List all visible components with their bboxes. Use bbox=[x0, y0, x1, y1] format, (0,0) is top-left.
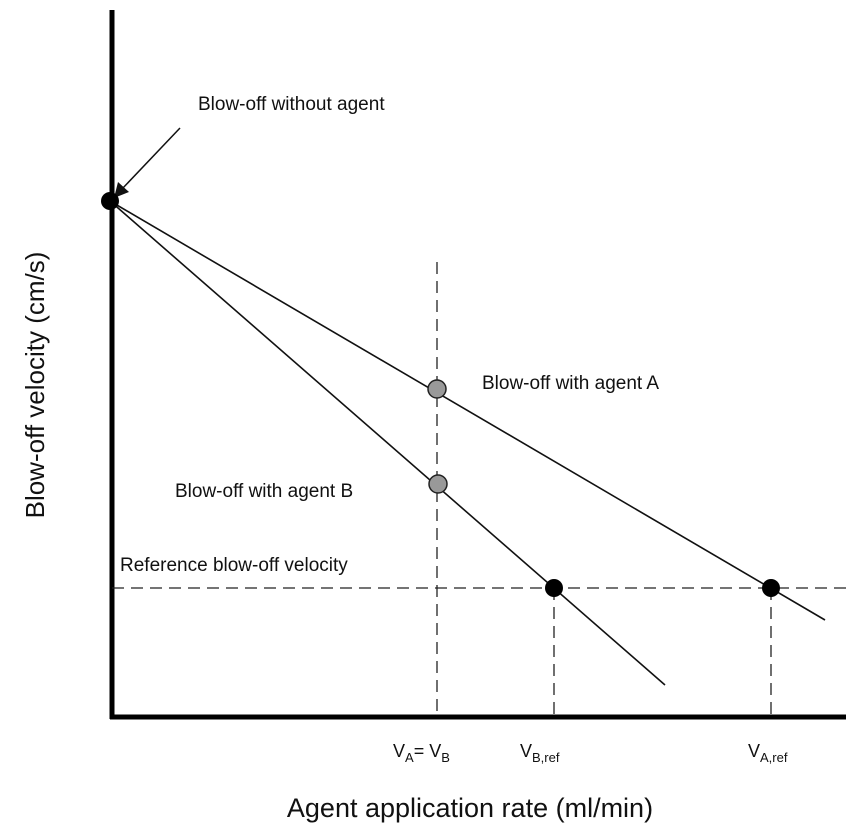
point-b bbox=[428, 474, 448, 494]
tick-text: V bbox=[393, 741, 405, 761]
tick-label: VB,ref bbox=[520, 741, 560, 765]
subscript: B bbox=[441, 750, 450, 765]
point bbox=[101, 192, 119, 210]
arrow-shaft bbox=[121, 127, 181, 190]
label-agent-a: Blow-off with agent A bbox=[482, 373, 659, 394]
tick-text: V bbox=[748, 741, 760, 761]
label-reference: Reference blow-off velocity bbox=[120, 555, 348, 576]
point-a bbox=[427, 379, 447, 399]
subscript: B,ref bbox=[532, 750, 560, 765]
point-a-ref bbox=[762, 579, 780, 597]
tick-text: = V bbox=[414, 741, 442, 761]
x-axis-label: Agent application rate (ml/min) bbox=[287, 793, 653, 823]
arrow-head bbox=[114, 182, 129, 198]
y-axis-label: Blow-off velocity (cm/s) bbox=[20, 252, 50, 519]
point-b-ref bbox=[545, 579, 563, 597]
subscript: A,ref bbox=[760, 750, 788, 765]
tick-label: VA= VB bbox=[393, 741, 450, 765]
tick-label: VA,ref bbox=[748, 741, 788, 765]
tick-text: V bbox=[520, 741, 532, 761]
line-a bbox=[109, 200, 826, 621]
label-agent-b: Blow-off with agent B bbox=[175, 481, 353, 502]
label-no-agent: Blow-off without agent bbox=[198, 94, 385, 115]
line-b bbox=[109, 200, 666, 686]
subscript: A bbox=[405, 750, 414, 765]
